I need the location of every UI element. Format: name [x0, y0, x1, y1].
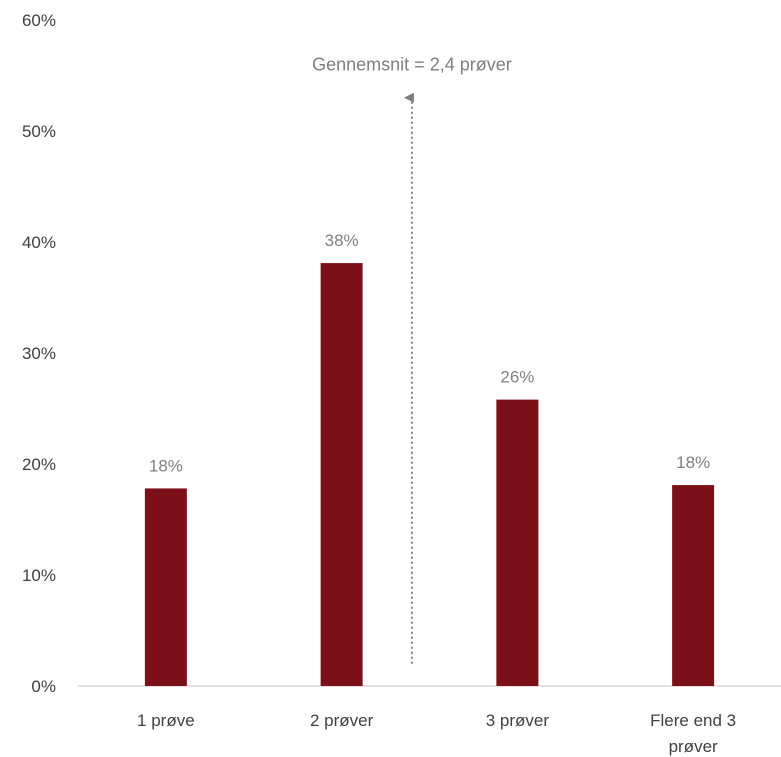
category-label-line: 2 prøver [310, 711, 374, 730]
category-label: 2 prøver [310, 711, 374, 730]
data-label: 18% [676, 453, 710, 472]
y-tick-label: 10% [22, 566, 56, 585]
y-tick-label: 60% [22, 11, 56, 30]
bar [144, 488, 187, 686]
category-label-line: 3 prøver [486, 711, 550, 730]
category-label-line: 1 prøve [137, 711, 195, 730]
y-tick-label: 20% [22, 455, 56, 474]
category-label-line: prøver [669, 737, 718, 756]
data-labels: 18% 38% 26% 18% [149, 231, 710, 475]
category-label: 3 prøver [486, 711, 550, 730]
data-label: 38% [325, 231, 359, 250]
y-axis: 0% 10% 20% 30% 40% 50% 60% [22, 11, 56, 696]
bar [496, 399, 539, 686]
bar [672, 485, 715, 686]
category-label: Flere end 3 prøver [650, 711, 736, 756]
y-tick-label: 0% [31, 677, 56, 696]
average-annotation: Gennemsnit = 2,4 prøver [312, 55, 512, 664]
y-tick-label: 50% [22, 122, 56, 141]
data-label: 18% [149, 456, 183, 475]
category-label: 1 prøve [137, 711, 195, 730]
y-tick-label: 40% [22, 233, 56, 252]
category-labels: 1 prøve 2 prøver 3 prøver Flere end 3 prøver [137, 711, 736, 756]
y-tick-label: 30% [22, 344, 56, 363]
data-label: 26% [500, 368, 534, 387]
bars [144, 263, 715, 686]
average-annotation-text: Gennemsnit = 2,4 prøver [312, 55, 512, 75]
category-label-line: Flere end 3 [650, 711, 736, 730]
bar [320, 263, 363, 686]
